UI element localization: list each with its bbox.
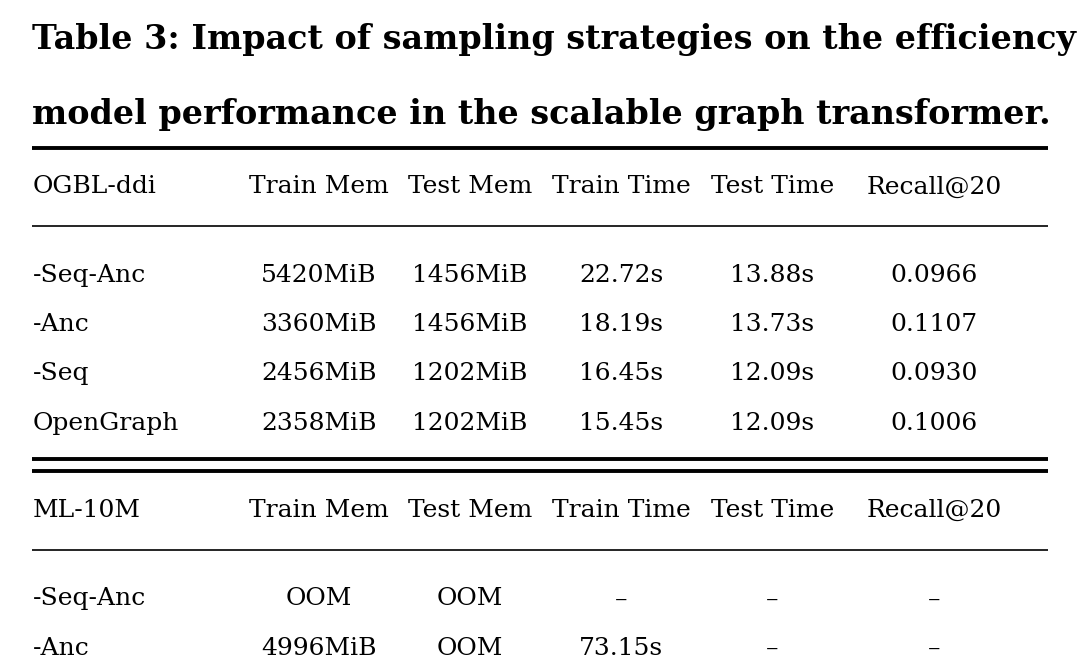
Text: 5420MiB: 5420MiB	[261, 264, 376, 287]
Text: 1456MiB: 1456MiB	[413, 264, 527, 287]
Text: -Seq: -Seq	[32, 362, 89, 386]
Text: Train Time: Train Time	[552, 175, 690, 199]
Text: Test Time: Test Time	[711, 175, 834, 199]
Text: 13.88s: 13.88s	[730, 264, 814, 287]
Text: 2358MiB: 2358MiB	[261, 411, 376, 435]
Text: –: –	[928, 587, 941, 611]
Text: Test Mem: Test Mem	[407, 175, 532, 199]
Text: Train Mem: Train Mem	[248, 175, 389, 199]
Text: Test Time: Test Time	[711, 499, 834, 522]
Text: OGBL-ddi: OGBL-ddi	[32, 175, 157, 199]
Text: -Anc: -Anc	[32, 313, 90, 337]
Text: Recall@20: Recall@20	[866, 499, 1002, 522]
Text: OOM: OOM	[436, 636, 503, 656]
Text: 13.73s: 13.73s	[730, 313, 814, 337]
Text: 12.09s: 12.09s	[730, 411, 814, 435]
Text: 1202MiB: 1202MiB	[413, 362, 527, 386]
Text: 15.45s: 15.45s	[579, 411, 663, 435]
Text: –: –	[766, 587, 779, 611]
Text: Test Mem: Test Mem	[407, 499, 532, 522]
Text: 73.15s: 73.15s	[579, 636, 663, 656]
Text: -Seq-Anc: -Seq-Anc	[32, 587, 146, 611]
Text: 18.19s: 18.19s	[579, 313, 663, 337]
Text: OOM: OOM	[436, 587, 503, 611]
Text: –: –	[766, 636, 779, 656]
Text: 0.0966: 0.0966	[891, 264, 977, 287]
Text: 1456MiB: 1456MiB	[413, 313, 527, 337]
Text: 4996MiB: 4996MiB	[261, 636, 376, 656]
Text: 0.0930: 0.0930	[891, 362, 977, 386]
Text: –: –	[928, 636, 941, 656]
Text: –: –	[615, 587, 627, 611]
Text: OOM: OOM	[285, 587, 352, 611]
Text: 3360MiB: 3360MiB	[261, 313, 376, 337]
Text: Recall@20: Recall@20	[866, 175, 1002, 199]
Text: 12.09s: 12.09s	[730, 362, 814, 386]
Text: ML-10M: ML-10M	[32, 499, 140, 522]
Text: Train Time: Train Time	[552, 499, 690, 522]
Text: model performance in the scalable graph transformer.: model performance in the scalable graph …	[32, 98, 1051, 131]
Text: -Anc: -Anc	[32, 636, 90, 656]
Text: OpenGraph: OpenGraph	[32, 411, 179, 435]
Text: 22.72s: 22.72s	[579, 264, 663, 287]
Text: Table 3: Impact of sampling strategies on the efficiency and: Table 3: Impact of sampling strategies o…	[32, 23, 1080, 56]
Text: 16.45s: 16.45s	[579, 362, 663, 386]
Text: 2456MiB: 2456MiB	[261, 362, 376, 386]
Text: 1202MiB: 1202MiB	[413, 411, 527, 435]
Text: Train Mem: Train Mem	[248, 499, 389, 522]
Text: 0.1006: 0.1006	[891, 411, 977, 435]
Text: 0.1107: 0.1107	[891, 313, 977, 337]
Text: -Seq-Anc: -Seq-Anc	[32, 264, 146, 287]
